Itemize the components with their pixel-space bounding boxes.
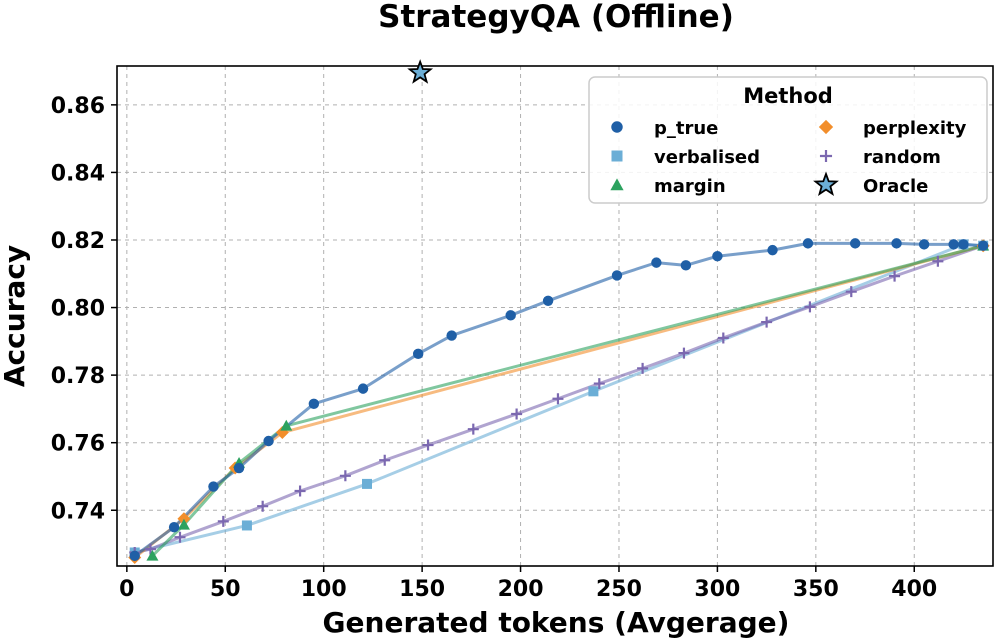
point-random [144, 543, 156, 555]
point-p-true [958, 239, 969, 250]
y-tick-label: 0.76 [51, 432, 105, 457]
point-random [761, 316, 773, 328]
x-tick-label: 200 [498, 577, 544, 602]
point-random [467, 423, 479, 435]
point-p-true [611, 270, 623, 281]
point-margin [146, 549, 159, 561]
legend-items: p_true perplexity verbalised random margin Or… [610, 118, 967, 197]
point-p-true [263, 435, 274, 447]
point-random [422, 439, 434, 451]
point-p-true [446, 330, 457, 341]
point-verbalised [241, 520, 252, 531]
point-random [889, 270, 901, 282]
y-tick-label: 0.74 [51, 499, 105, 524]
series-markers [128, 59, 990, 565]
legend-label-verbalised: verbalised [654, 147, 760, 168]
x-tick-label: 0 [119, 577, 134, 602]
point-random [339, 470, 351, 482]
point-p-true [542, 295, 554, 306]
point-random [511, 408, 523, 420]
point-p-true [891, 238, 902, 249]
point-p-true [129, 550, 140, 562]
point-random [804, 301, 816, 313]
chart-title: StrategyQA (Offline) [378, 0, 734, 35]
point-margin [280, 419, 293, 431]
point-p-true [680, 260, 692, 271]
legend-label-random: random [863, 147, 941, 168]
point-p-true [357, 383, 369, 394]
point-random [845, 286, 857, 298]
y-axis-title: Accuracy [0, 245, 31, 387]
legend-label-perplexity: perplexity [863, 118, 967, 139]
series-line-random [134, 244, 984, 554]
legend-marker-perplexity [818, 119, 834, 135]
point-p-true [651, 257, 662, 268]
point-p-true [850, 238, 861, 249]
point-random [294, 485, 306, 497]
legend-title: Method [743, 84, 833, 108]
x-axis-title: Generated tokens (Avgerage) [323, 606, 790, 639]
x-axis: 0 50 100 150 200 250 300 350 400 [119, 566, 937, 602]
point-random [717, 332, 729, 344]
point-p-true [412, 348, 424, 360]
plot-frame [116, 65, 994, 567]
legend-label-oracle: Oracle [863, 176, 928, 197]
point-p-true [918, 239, 930, 250]
point-random [637, 362, 649, 374]
point-p-true [948, 239, 959, 250]
legend-label-p-true: p_true [654, 118, 718, 139]
y-tick-label: 0.84 [51, 161, 105, 186]
y-tick-label: 0.82 [51, 229, 105, 254]
point-oracle [407, 59, 434, 84]
point-random [593, 378, 605, 390]
point-perplexity [177, 512, 191, 526]
y-tick-label: 0.86 [51, 94, 105, 119]
point-random [174, 531, 186, 543]
point-random [379, 454, 391, 466]
x-tick-label: 50 [210, 577, 241, 602]
x-tick-label: 150 [399, 577, 445, 602]
x-tick-label: 300 [694, 577, 740, 602]
point-p-true [712, 251, 723, 262]
legend: Method p_true perplexity verbalised random m… [588, 76, 988, 204]
point-random [257, 500, 269, 512]
point-random [678, 347, 690, 359]
x-tick-label: 250 [596, 577, 642, 602]
legend-marker-margin [610, 178, 624, 191]
point-p-true [505, 310, 516, 321]
legend-box [588, 76, 988, 204]
point-p-true [767, 244, 778, 256]
point-p-true [308, 398, 320, 410]
point-p-true [977, 240, 989, 251]
y-tick-label: 0.80 [51, 297, 105, 322]
point-random [932, 255, 944, 267]
legend-marker-p-true [611, 121, 623, 133]
y-axis: 0.74 0.76 0.78 0.80 0.82 0.84 0.86 [51, 94, 117, 524]
point-p-true [233, 462, 245, 474]
legend-marker-random [819, 149, 833, 163]
legend-label-margin: margin [654, 176, 726, 197]
x-tick-label: 350 [793, 577, 839, 602]
point-random [552, 393, 564, 405]
x-tick-label: 400 [891, 577, 937, 602]
y-tick-label: 0.78 [51, 364, 105, 389]
x-tick-label: 100 [301, 577, 347, 602]
point-random [217, 515, 229, 527]
point-p-true [168, 521, 180, 533]
legend-marker-verbalised [611, 150, 623, 162]
point-margin [177, 518, 190, 530]
point-verbalised [362, 478, 373, 489]
point-p-true [802, 238, 814, 249]
point-p-true [208, 481, 219, 492]
legend-marker-oracle [813, 171, 839, 196]
point-verbalised [588, 386, 599, 397]
